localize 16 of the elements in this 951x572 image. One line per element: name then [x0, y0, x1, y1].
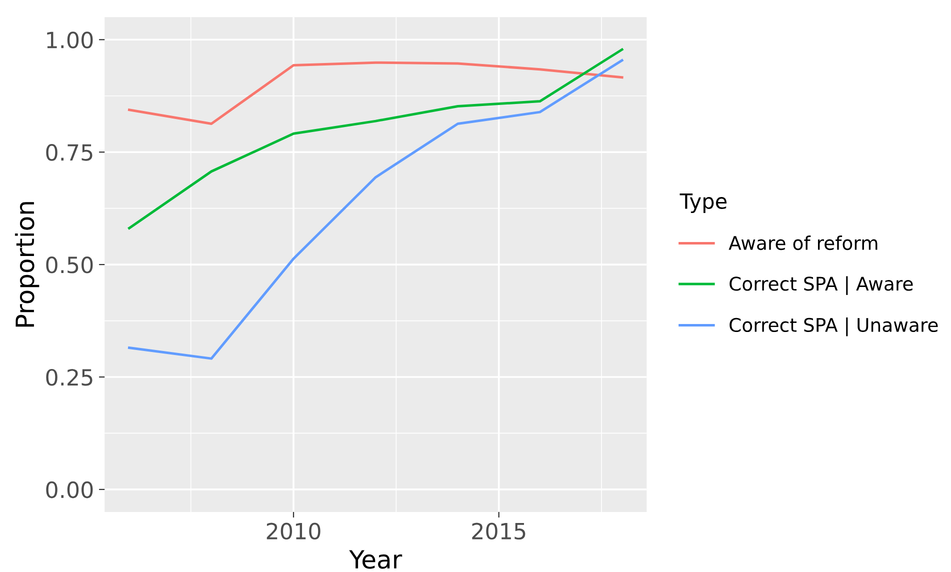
line-series [128, 61, 624, 126]
y-axis-title: Proportion [14, 202, 40, 327]
y-tick-label: 0.75 [46, 144, 92, 161]
x-axis-title: Year [349, 550, 402, 569]
x-tick-label: 2010 [266, 522, 320, 540]
x-tick-label: 2015 [472, 522, 526, 540]
y-tick-label: 1.00 [47, 32, 93, 48]
line-series [128, 48, 624, 230]
legend-label: Correct SPA | Aware [730, 276, 913, 295]
y-tick-label: 0.25 [46, 368, 92, 386]
legend-label: Aware of reform [728, 236, 878, 250]
y-tick-label: 0.00 [46, 481, 93, 498]
legend-label: Correct SPA | Unaware [730, 317, 938, 336]
y-tick-label: 0.50 [46, 256, 93, 274]
legend-title: Type [680, 194, 727, 214]
line-series [128, 59, 624, 360]
